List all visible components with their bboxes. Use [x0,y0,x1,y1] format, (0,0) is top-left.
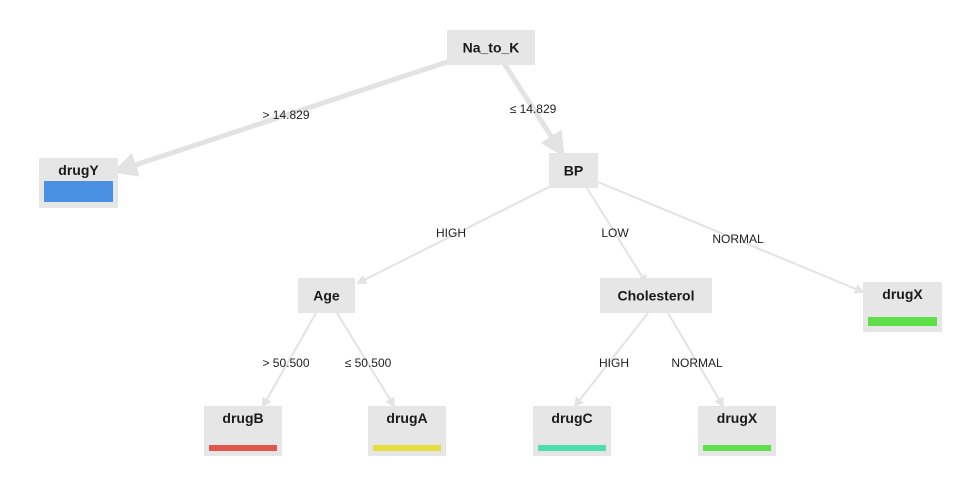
node-label: drugX [882,286,923,302]
node-label: Na_to_K [463,40,520,56]
split-node-age[interactable]: Age [298,278,355,313]
split-node-bp[interactable]: BP [549,153,598,188]
node-box [549,153,598,188]
class-color-bar [209,445,277,451]
node-label: BP [564,163,583,179]
node-box [447,30,535,65]
edge-label: > 14.829 [262,108,309,122]
leaf-node-leaf-drugA[interactable]: drugA [368,406,446,456]
node-label: drugA [386,410,427,426]
edge-cholesterol-to-leaf-drugX-2 [667,312,725,408]
node-label: Cholesterol [617,288,694,304]
edge-label: LOW [601,226,629,240]
node-label: drugB [222,410,263,426]
edge-root-to-leaf-drugY [112,59,450,177]
class-color-bar [868,317,937,326]
leaf-node-leaf-drugB[interactable]: drugB [204,406,282,456]
edge-label: NORMAL [712,232,764,246]
edge-cholesterol-to-leaf-drugC [573,312,649,408]
edges-layer [112,59,865,408]
edge-bp-to-leaf-drugX-1 [597,181,865,294]
node-box [298,278,355,313]
edge-label: ≤ 14.829 [510,102,557,116]
class-color-bar [373,445,441,451]
node-label: drugY [58,162,99,178]
edge-bp-to-age [356,185,552,284]
edge-label: HIGH [436,226,466,240]
leaf-node-leaf-drugC[interactable]: drugC [533,406,611,456]
edge-root-to-bp [502,62,565,158]
edge-label: HIGH [599,356,629,370]
class-color-bar [703,445,771,451]
node-box [600,278,712,313]
node-label: drugX [717,410,758,426]
edge-age-to-leaf-drugB [262,312,317,408]
node-label: drugC [551,410,592,426]
edge-labels-layer: > 14.829 ≤ 14.829 HIGH LOW NORMAL > 50.500 ≤ 5… [262,102,764,370]
nodes-layer: Na_to_K drugY BP Age Cholesterol drugX drugB dr… [39,30,942,456]
class-color-bar [44,181,113,202]
edge-label: > 50.500 [262,356,309,370]
edge-label: ≤ 50.500 [345,356,392,370]
class-color-bar [538,445,606,451]
edge-age-to-leaf-drugA [336,312,396,408]
split-node-cholesterol[interactable]: Cholesterol [600,278,712,313]
split-node-root[interactable]: Na_to_K [447,30,535,65]
leaf-node-leaf-drugY[interactable]: drugY [39,158,118,208]
leaf-node-leaf-drugX-2[interactable]: drugX [698,406,776,456]
edge-label: NORMAL [671,356,723,370]
node-label: Age [313,288,340,304]
edge-bp-to-cholesterol [586,187,648,285]
leaf-node-leaf-drugX-1[interactable]: drugX [863,282,942,332]
